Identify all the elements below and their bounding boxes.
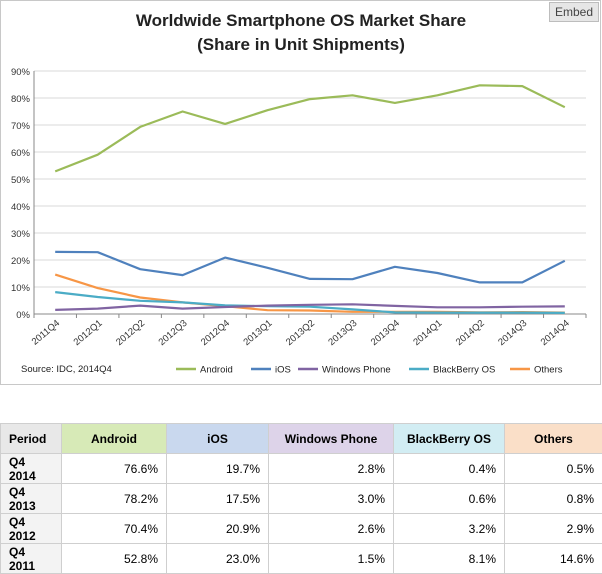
x-tick-label: 2012Q3 <box>157 318 190 348</box>
x-tick-label: 2013Q3 <box>326 318 359 348</box>
market-share-table: Period Android iOS Windows Phone BlackBe… <box>0 423 602 574</box>
x-tick-label: 2014Q1 <box>411 318 444 348</box>
series-line-ios <box>55 250 566 284</box>
table-cell: 1.5% <box>268 543 394 574</box>
table-cell: 23.0% <box>166 543 269 574</box>
table-cell: 76.6% <box>61 453 167 484</box>
x-tick-label: 2014Q4 <box>539 318 572 348</box>
x-tick-label: 2012Q1 <box>72 318 105 348</box>
table-cell-period: Q4 2011 <box>0 543 62 574</box>
table-cell: 2.8% <box>268 453 394 484</box>
x-tick-label: 2013Q1 <box>241 318 274 348</box>
legend-label-others: Others <box>534 365 563 376</box>
table-cell: 8.1% <box>393 543 505 574</box>
table-header-row: Period Android iOS Windows Phone BlackBe… <box>0 423 602 454</box>
grid-layer <box>34 70 586 315</box>
table-cell: 52.8% <box>61 543 167 574</box>
table-cell: 0.4% <box>393 453 505 484</box>
y-tick-label: 40% <box>11 202 31 213</box>
table-cell: 0.5% <box>504 453 602 484</box>
legend: Android iOS Windows Phone BlackBerry OS Othe… <box>176 365 563 376</box>
table-header-ios: iOS <box>166 423 269 454</box>
table-cell: 0.8% <box>504 483 602 514</box>
table-cell: 19.7% <box>166 453 269 484</box>
table-header-period: Period <box>0 423 62 454</box>
table-header-blackberry-os: BlackBerry OS <box>393 423 505 454</box>
table-row: Q4 2011 52.8% 23.0% 1.5% 8.1% 14.6% <box>0 543 602 574</box>
y-tick-label: 70% <box>11 121 31 132</box>
series-line-blackberry-os <box>55 291 565 314</box>
table-header-android: Android <box>61 423 167 454</box>
table-cell: 70.4% <box>61 513 167 544</box>
table-cell: 78.2% <box>61 483 167 514</box>
legend-label-android: Android <box>200 365 233 376</box>
table-row: Q4 2013 78.2% 17.5% 3.0% 0.6% 0.8% <box>0 483 602 514</box>
table-cell-period: Q4 2012 <box>0 513 62 544</box>
x-tick-label: 2014Q2 <box>454 318 487 348</box>
series-layer <box>54 84 566 314</box>
y-tick-label: 60% <box>11 148 31 159</box>
source-note: Source: IDC, 2014Q4 <box>21 364 112 375</box>
y-tick-label: 0% <box>16 310 30 321</box>
table-row: Q4 2014 76.6% 19.7% 2.8% 0.4% 0.5% <box>0 453 602 484</box>
table-cell-period: Q4 2013 <box>0 483 62 514</box>
series-line-windows-phone <box>55 303 565 311</box>
y-tick-label: 80% <box>11 94 31 105</box>
table-cell: 20.9% <box>166 513 269 544</box>
table-header-others: Others <box>504 423 602 454</box>
x-tick-label: 2013Q2 <box>284 318 317 348</box>
y-tick-label: 30% <box>11 229 31 240</box>
y-tick-label: 10% <box>11 283 31 294</box>
table-header-windows-phone: Windows Phone <box>268 423 394 454</box>
y-tick-label: 50% <box>11 175 31 186</box>
table-cell: 0.6% <box>393 483 505 514</box>
table-cell: 14.6% <box>504 543 602 574</box>
x-tick-label: 2014Q3 <box>496 318 529 348</box>
chart-title-line-2: (Share in Unit Shipments) <box>197 35 405 54</box>
table-cell: 3.2% <box>393 513 505 544</box>
market-share-line-chart: Worldwide Smartphone OS Market Share (Sh… <box>11 11 587 376</box>
x-tick-label: 2011Q4 <box>30 318 62 348</box>
y-tick-label: 20% <box>11 256 31 267</box>
series-line-android <box>54 84 566 173</box>
legend-label-blackberry-os: BlackBerry OS <box>433 365 495 376</box>
legend-label-ios: iOS <box>275 365 291 376</box>
x-tick-label: 2012Q2 <box>114 318 147 348</box>
chart-panel: Worldwide Smartphone OS Market Share (Sh… <box>0 0 601 385</box>
table-cell-period: Q4 2014 <box>0 453 62 484</box>
x-tick-label: 2013Q4 <box>369 318 402 348</box>
table-cell: 17.5% <box>166 483 269 514</box>
table-cell: 2.9% <box>504 513 602 544</box>
legend-label-windows-phone: Windows Phone <box>322 365 391 376</box>
x-tick-label: 2012Q4 <box>199 318 232 348</box>
embed-button[interactable]: Embed <box>549 2 599 22</box>
table-row: Q4 2012 70.4% 20.9% 2.6% 3.2% 2.9% <box>0 513 602 544</box>
table-cell: 2.6% <box>268 513 394 544</box>
y-tick-label: 90% <box>11 67 31 78</box>
table-cell: 3.0% <box>268 483 394 514</box>
chart-title-line-1: Worldwide Smartphone OS Market Share <box>136 11 466 30</box>
